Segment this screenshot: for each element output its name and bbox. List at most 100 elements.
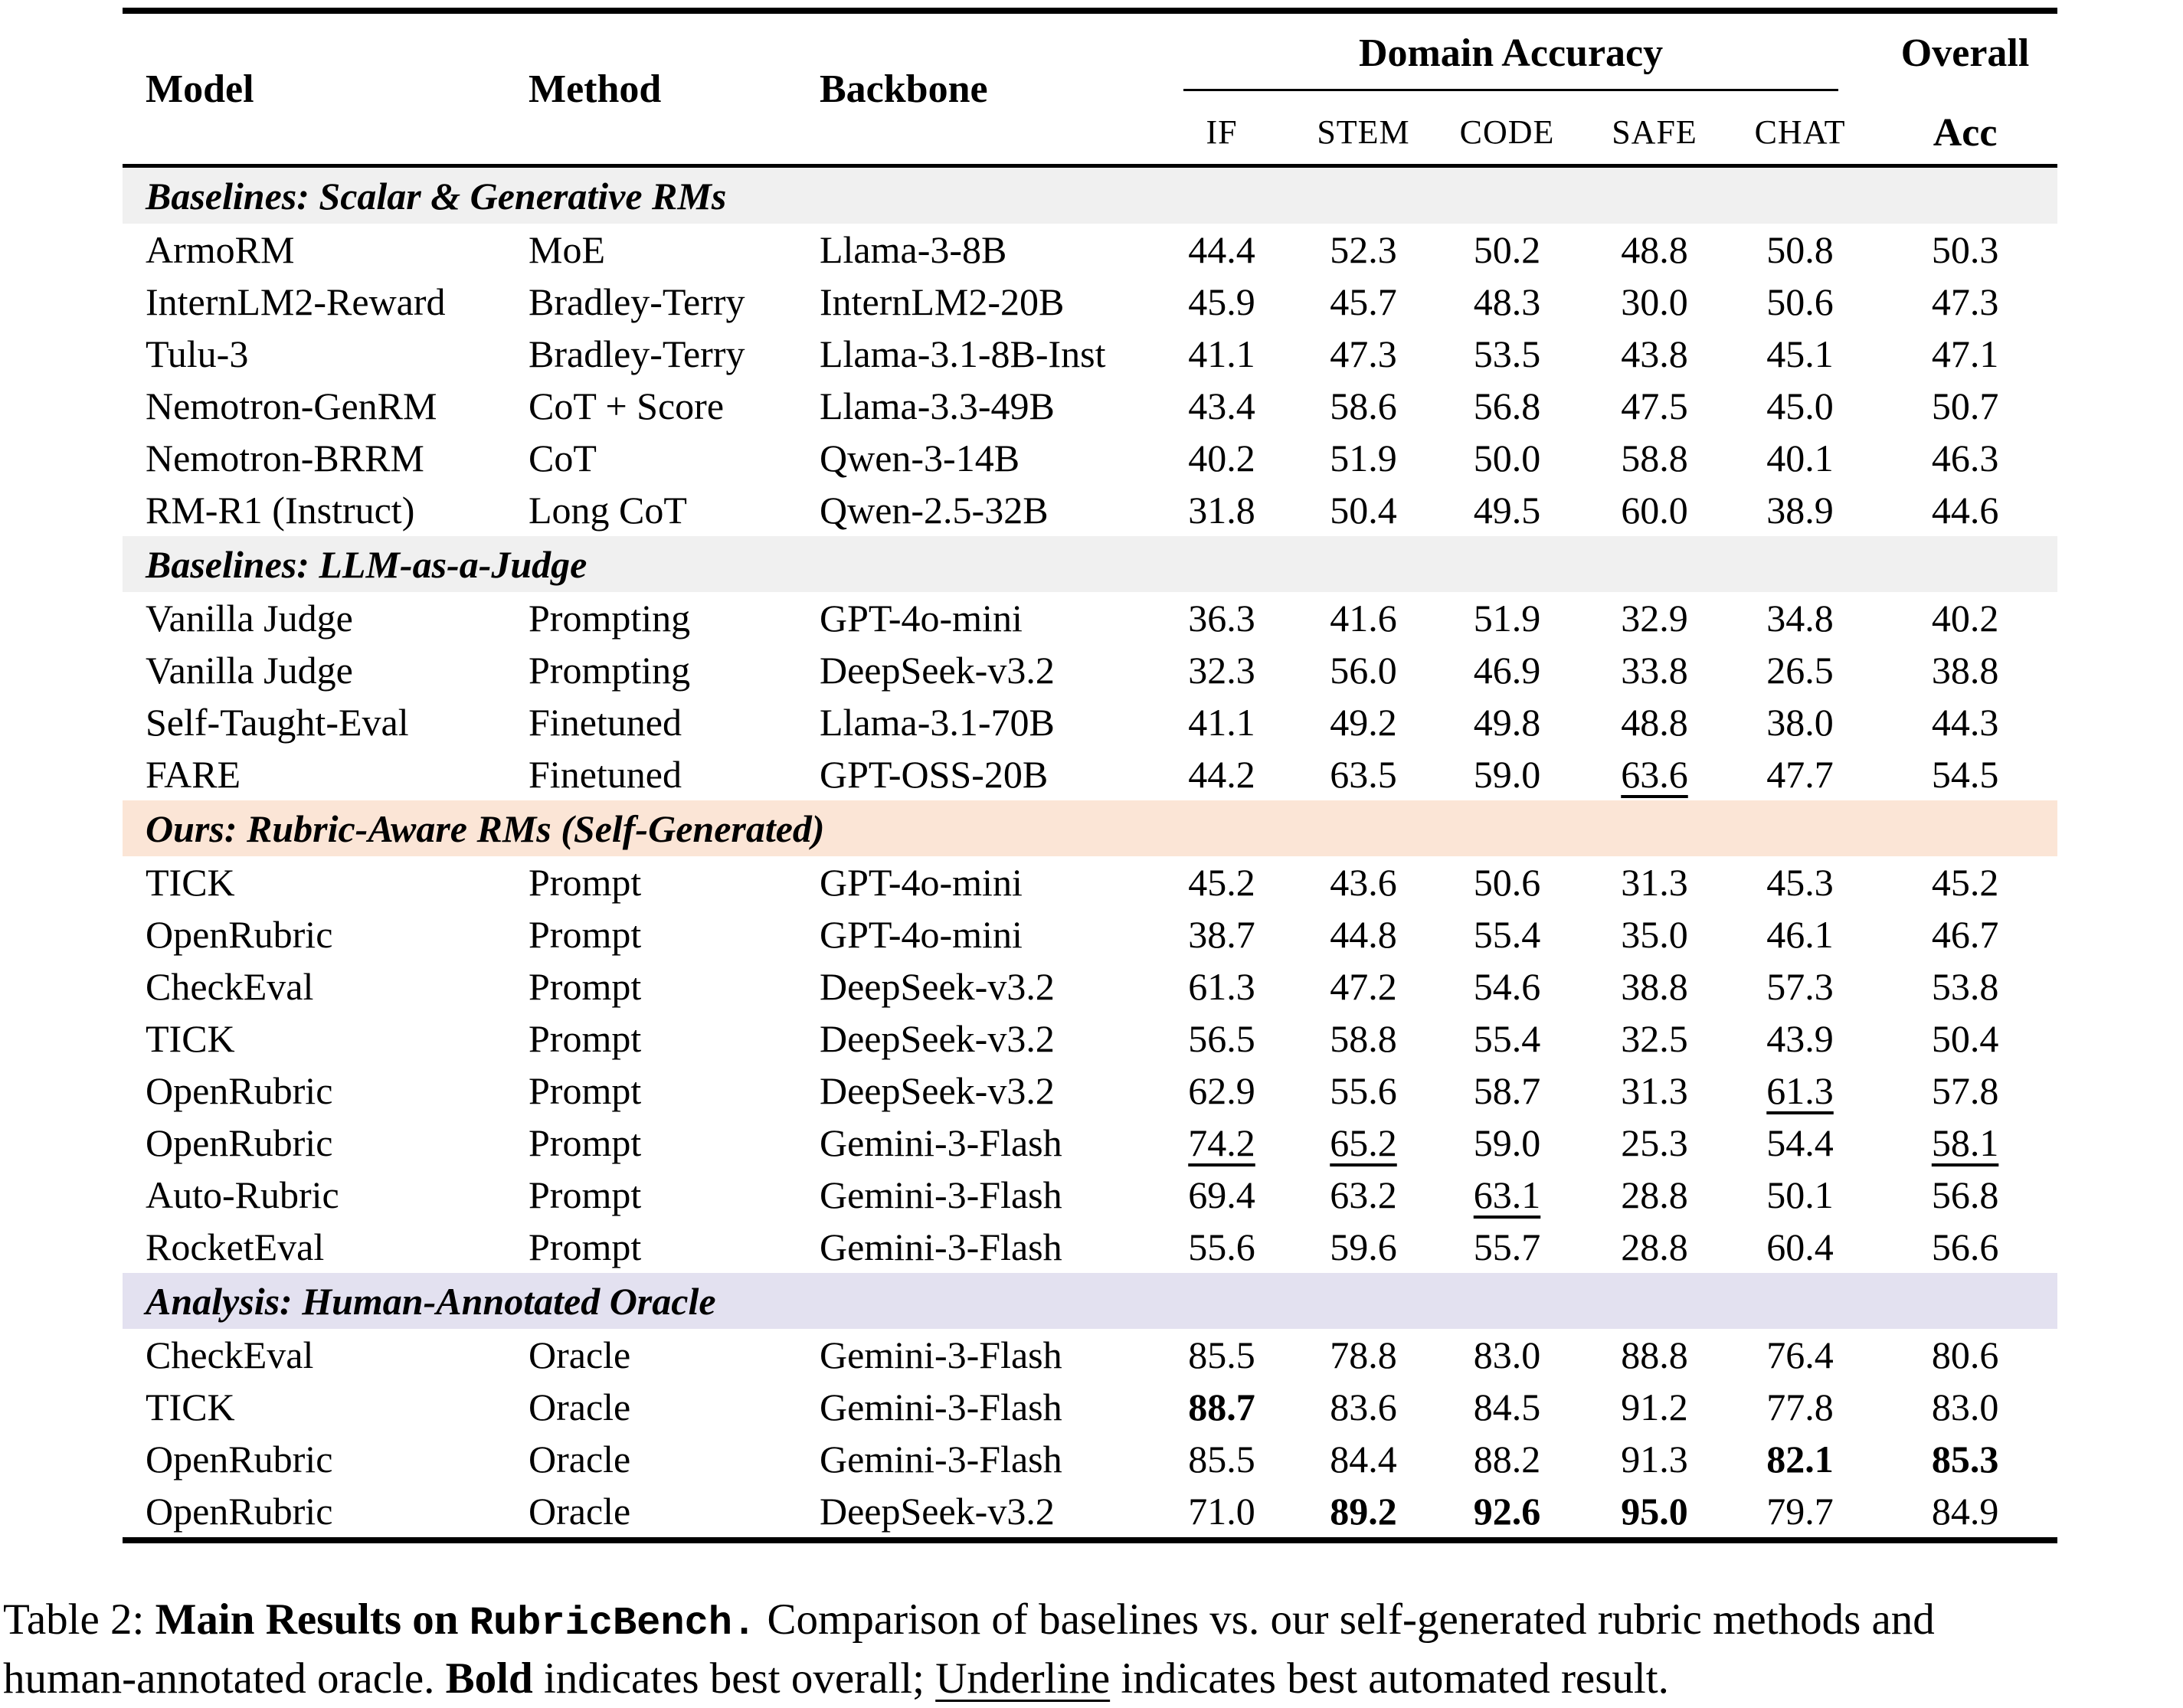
cell-value: 65.2 [1330, 1121, 1397, 1164]
cell-safe: 48.8 [1582, 696, 1727, 748]
cell-value: 49.5 [1473, 489, 1541, 532]
cell-value: 46.3 [1931, 437, 1999, 479]
cell-stem: 45.7 [1294, 276, 1432, 328]
cell-value: 50.2 [1473, 228, 1541, 271]
cell-model: OpenRubric [146, 1121, 333, 1164]
cell-value: 52.3 [1330, 228, 1397, 271]
cell-method: Bradley-Terry [529, 332, 745, 375]
cell-stem: 89.2 [1294, 1485, 1432, 1540]
table-row: OpenRubric Prompt GPT-4o-mini 38.7 44.8 55.4 3… [123, 908, 2057, 960]
cell-chat: 46.1 [1727, 908, 1873, 960]
cell-overall: 56.6 [1873, 1221, 2057, 1273]
cell-code: 53.5 [1432, 328, 1582, 380]
cell-chat: 54.4 [1727, 1117, 1873, 1169]
cell-value: 59.0 [1473, 753, 1541, 796]
cell-value: 53.8 [1931, 965, 1999, 1008]
cell-stem: 83.6 [1294, 1381, 1432, 1433]
cell-value: 54.5 [1931, 753, 1999, 796]
cell-value: 44.2 [1188, 753, 1255, 796]
cell-value: 85.5 [1188, 1438, 1255, 1481]
cell-if: 88.7 [1149, 1381, 1294, 1433]
cell-model: Self-Taught-Eval [146, 701, 409, 744]
cell-chat: 50.8 [1727, 224, 1873, 276]
cell-value: 31.8 [1188, 489, 1255, 532]
cell-value: 59.6 [1330, 1225, 1397, 1268]
cell-value: 84.5 [1473, 1386, 1541, 1428]
cell-backbone: DeepSeek-v3.2 [820, 1490, 1055, 1533]
cell-if: 74.2 [1149, 1117, 1294, 1169]
cell-model: CheckEval [146, 1333, 314, 1376]
cell-value: 34.8 [1766, 597, 1834, 640]
cell-value: 43.8 [1621, 332, 1688, 375]
cell-value: 95.0 [1621, 1490, 1688, 1533]
cell-safe: 32.5 [1582, 1013, 1727, 1065]
cell-value: 31.3 [1621, 861, 1688, 904]
cell-value: 40.2 [1931, 597, 1999, 640]
cell-code: 54.6 [1432, 960, 1582, 1013]
table-row: Nemotron-BRRM CoT Qwen-3-14B 40.2 51.9 50.0 58… [123, 432, 2057, 484]
cell-backbone: GPT-OSS-20B [820, 753, 1049, 796]
cell-chat: 60.4 [1727, 1221, 1873, 1273]
cell-safe: 38.8 [1582, 960, 1727, 1013]
cell-model: Nemotron-BRRM [146, 437, 424, 479]
cell-value: 45.3 [1766, 861, 1834, 904]
cell-stem: 44.8 [1294, 908, 1432, 960]
cell-stem: 49.2 [1294, 696, 1432, 748]
results-table: Model Method Backbone Domain Accuracy Ov… [123, 8, 2058, 1543]
cell-method: Prompt [529, 1225, 642, 1268]
cell-chat: 38.0 [1727, 696, 1873, 748]
cell-value: 53.5 [1473, 332, 1541, 375]
cell-chat: 45.3 [1727, 856, 1873, 908]
cell-method: Oracle [529, 1386, 631, 1428]
cell-if: 85.5 [1149, 1329, 1294, 1381]
cell-value: 88.7 [1188, 1386, 1255, 1428]
cell-value: 71.0 [1188, 1490, 1255, 1533]
caption-segment: Underline [935, 1654, 1111, 1703]
cell-value: 82.1 [1766, 1438, 1834, 1481]
cell-value: 28.8 [1621, 1225, 1688, 1268]
cell-code: 50.6 [1432, 856, 1582, 908]
cell-model: FARE [146, 753, 241, 796]
cell-value: 32.5 [1621, 1017, 1688, 1060]
cell-value: 33.8 [1621, 649, 1688, 692]
cell-overall: 54.5 [1873, 748, 2057, 800]
caption-segment: RubricBench. [469, 1601, 757, 1646]
cell-backbone: Llama-3.3-49B [820, 384, 1055, 427]
cell-code: 84.5 [1432, 1381, 1582, 1433]
cell-method: Oracle [529, 1333, 631, 1376]
cell-if: 55.6 [1149, 1221, 1294, 1273]
cell-value: 57.3 [1766, 965, 1834, 1008]
cell-value: 50.7 [1931, 384, 1999, 427]
cell-value: 44.6 [1931, 489, 1999, 532]
cell-backbone: DeepSeek-v3.2 [820, 1017, 1055, 1060]
cell-stem: 63.2 [1294, 1169, 1432, 1221]
cell-code: 58.7 [1432, 1065, 1582, 1117]
cell-code: 49.5 [1432, 484, 1582, 536]
cell-value: 88.8 [1621, 1333, 1688, 1376]
cell-value: 50.0 [1473, 437, 1541, 479]
cell-value: 38.9 [1766, 489, 1834, 532]
cell-if: 71.0 [1149, 1485, 1294, 1540]
cell-method: Prompt [529, 861, 642, 904]
cell-value: 76.4 [1766, 1333, 1834, 1376]
cell-code: 59.0 [1432, 748, 1582, 800]
overall-label: Overall [1900, 31, 2030, 75]
cell-model: Vanilla Judge [146, 649, 353, 692]
cell-if: 40.2 [1149, 432, 1294, 484]
cell-code: 55.4 [1432, 908, 1582, 960]
cell-if: 45.2 [1149, 856, 1294, 908]
cell-stem: 63.5 [1294, 748, 1432, 800]
cell-value: 55.4 [1473, 913, 1541, 956]
cell-code: 49.8 [1432, 696, 1582, 748]
cell-chat: 61.3 [1727, 1065, 1873, 1117]
cell-model: TICK [146, 1386, 235, 1428]
cell-safe: 48.8 [1582, 224, 1727, 276]
cell-backbone: Gemini-3-Flash [820, 1121, 1062, 1164]
cell-overall: 80.6 [1873, 1329, 2057, 1381]
cell-safe: 58.8 [1582, 432, 1727, 484]
cell-safe: 88.8 [1582, 1329, 1727, 1381]
cell-value: 36.3 [1188, 597, 1255, 640]
cell-backbone: DeepSeek-v3.2 [820, 1069, 1055, 1112]
cell-value: 25.3 [1621, 1121, 1688, 1164]
cell-safe: 35.0 [1582, 908, 1727, 960]
